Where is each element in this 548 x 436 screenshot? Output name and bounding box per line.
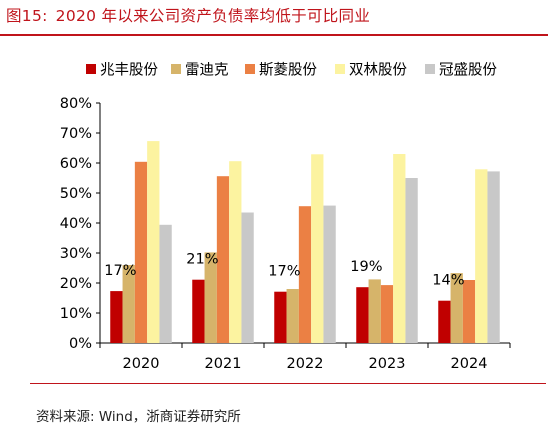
figure-title-text: 2020 年以来公司资产负债率均低于可比同业: [55, 7, 371, 25]
bar: [405, 178, 418, 343]
y-tick-label: 80%: [60, 96, 92, 112]
bar: [356, 287, 369, 343]
bar: [204, 252, 217, 343]
y-tick-label: 50%: [60, 186, 92, 202]
bar: [134, 161, 148, 343]
y-tick-label: 10%: [60, 306, 92, 322]
title-rule: [0, 34, 548, 36]
bar: [110, 291, 123, 343]
bar: [229, 161, 242, 343]
x-tick-label: 2023: [369, 356, 406, 372]
source-note: 资料来源: Wind，浙商证券研究所: [36, 409, 241, 425]
bar: [311, 154, 324, 343]
figure-title: 图15: 2020 年以来公司资产负债率均低于可比同业: [6, 4, 370, 26]
legend-label: 雷迪克: [185, 62, 229, 79]
chart-bars: [110, 141, 500, 343]
legend-label: 兆丰股份: [100, 62, 158, 79]
bar-chart: 兆丰股份 雷迪克 斯菱股份 双林股份 冠盛股份 0% 10% 20% 30% 40% 50% 60%…: [60, 62, 511, 372]
x-tick-label: 2021: [205, 356, 242, 372]
data-label: 19%: [350, 259, 382, 275]
data-label: 14%: [432, 273, 464, 289]
data-label: 21%: [186, 252, 218, 268]
bar: [380, 285, 394, 343]
legend-swatch: [425, 64, 435, 74]
figure-number: 图15:: [6, 7, 48, 25]
legend-label: 冠盛股份: [439, 62, 497, 79]
legend-label: 双林股份: [349, 62, 407, 79]
y-tick-label: 0%: [69, 336, 92, 352]
footer-rule: [30, 383, 546, 384]
bar: [298, 206, 312, 343]
legend-swatch: [335, 64, 345, 74]
y-tick-label: 70%: [60, 126, 92, 142]
legend-swatch: [86, 64, 96, 74]
bar: [286, 289, 299, 343]
bar: [487, 171, 500, 343]
x-tick-label: 2022: [287, 356, 324, 372]
bar: [393, 154, 406, 343]
bar: [192, 279, 205, 343]
y-tick-label: 30%: [60, 246, 92, 262]
legend-swatch: [245, 64, 255, 74]
bar: [122, 265, 135, 343]
bar: [368, 279, 381, 343]
bar: [323, 205, 336, 343]
x-tick-label: 2024: [451, 356, 488, 372]
bar: [147, 141, 160, 343]
bar: [438, 300, 451, 343]
chart-data-labels: 17% 21% 17% 19% 14%: [104, 252, 464, 289]
chart-legend: 兆丰股份 雷迪克 斯菱股份 双林股份 冠盛股份: [86, 62, 497, 79]
data-label: 17%: [104, 263, 136, 279]
legend-swatch: [171, 64, 181, 74]
bar: [241, 212, 254, 343]
bar: [475, 169, 488, 343]
bar: [462, 280, 476, 343]
bar: [216, 176, 230, 343]
legend-label: 斯菱股份: [259, 62, 317, 79]
y-tick-label: 40%: [60, 216, 92, 232]
data-label: 17%: [268, 264, 300, 280]
bar: [159, 224, 172, 343]
y-tick-label: 20%: [60, 276, 92, 292]
bar: [274, 291, 287, 343]
x-tick-label: 2020: [123, 356, 160, 372]
y-tick-label: 60%: [60, 156, 92, 172]
bar: [450, 273, 463, 343]
